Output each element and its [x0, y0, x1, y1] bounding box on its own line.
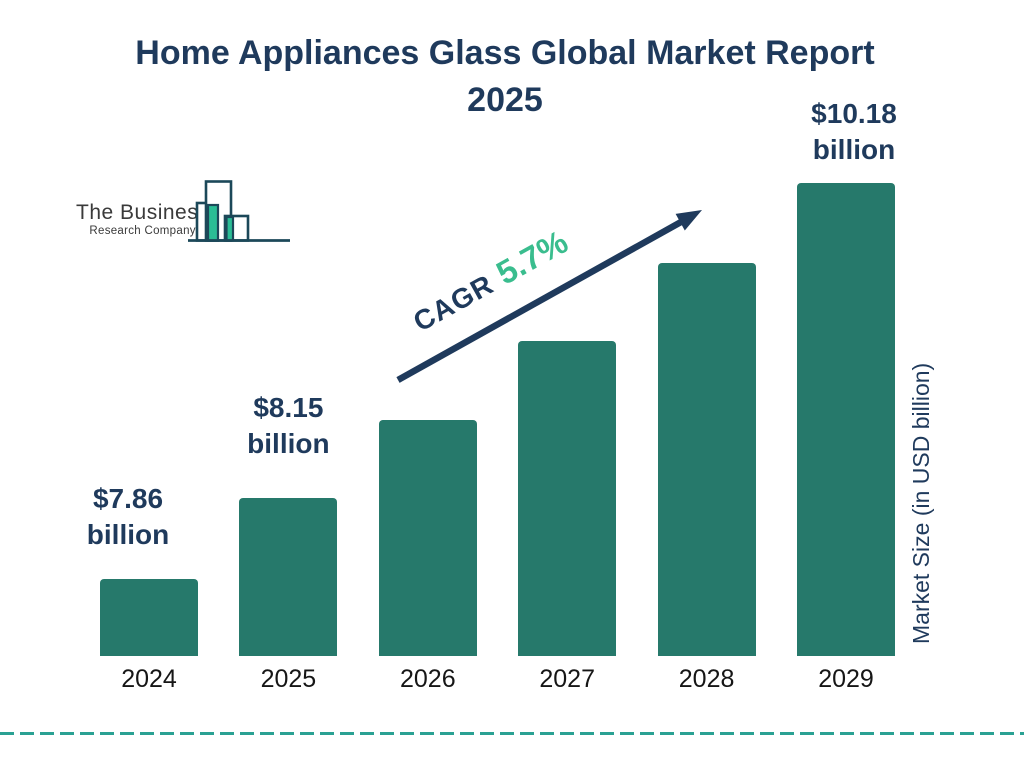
- x-tick-2024: 2024: [121, 665, 177, 693]
- x-tick-2028: 2028: [678, 665, 735, 693]
- logo-brand-subname: Research Company: [89, 225, 196, 237]
- bottom-dashed-divider: [0, 732, 1024, 735]
- x-tick-2026: 2026: [399, 665, 456, 693]
- value-label-2029: $10.18 billion: [811, 98, 897, 165]
- bar-2029: [797, 183, 895, 656]
- logo-brand-name: The Business: [76, 201, 210, 224]
- arrowhead-icon: [675, 210, 702, 231]
- y-axis-title: Market Size (in USD billion): [908, 362, 934, 644]
- trend-arrow: [396, 210, 702, 383]
- logo-text: The Business Research Company: [76, 201, 209, 237]
- brand-logo: The Business Research Company: [76, 178, 290, 242]
- value-label-2025: $8.15 billion: [247, 392, 330, 459]
- x-tick-2029: 2029: [818, 665, 874, 693]
- bar-2027: [518, 341, 617, 656]
- x-tick-2027: 2027: [539, 665, 595, 693]
- x-tick-2025: 2025: [260, 665, 317, 693]
- bar-2024: [100, 579, 198, 656]
- bar-chart-logo-icon: [188, 180, 290, 242]
- page-title: Home Appliances Glass Global Market Repo…: [135, 34, 875, 119]
- bar-2025: [239, 498, 338, 656]
- value-label-2024: $7.86 billion: [86, 483, 170, 550]
- bar-2026: [378, 420, 477, 656]
- bar-2028: [657, 263, 756, 656]
